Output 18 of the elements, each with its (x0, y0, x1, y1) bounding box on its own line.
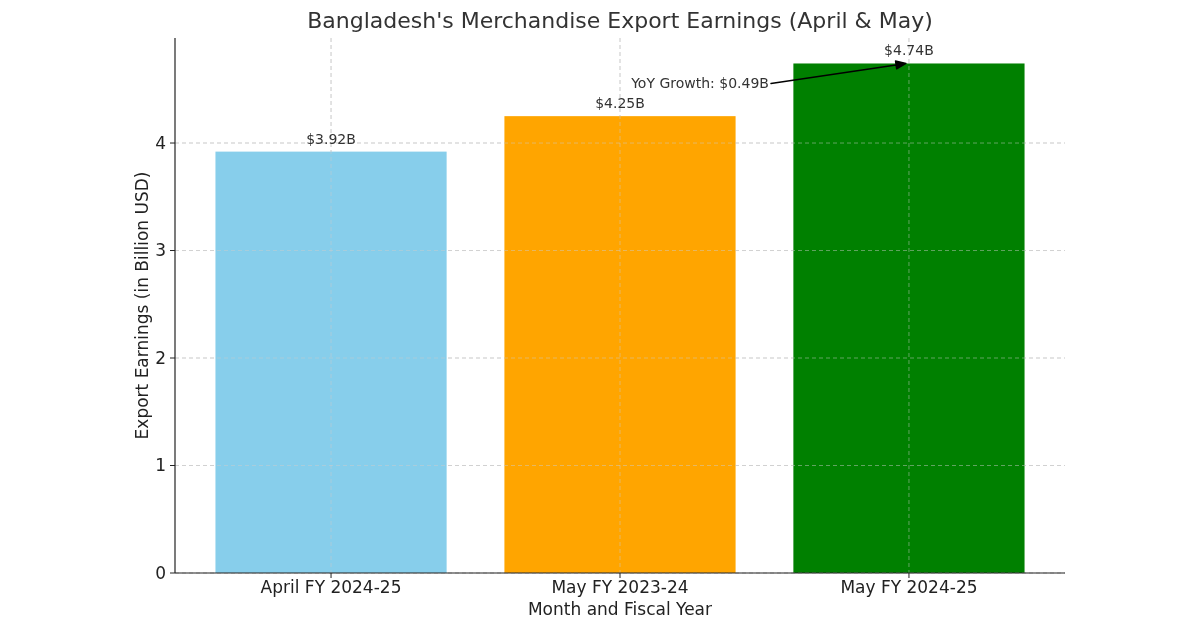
data-label: $4.74B (884, 42, 934, 59)
y-tick-label: 3 (155, 240, 166, 261)
y-axis-title: Export Earnings (in Billion USD) (132, 171, 152, 440)
chart-title: Bangladesh's Merchandise Export Earnings (April & May) (307, 8, 933, 33)
y-tick-label: 0 (155, 562, 166, 583)
data-label: $3.92B (306, 130, 356, 147)
data-label: $4.25B (595, 95, 645, 112)
x-tick-label: May FY 2024-25 (840, 577, 978, 597)
y-tick-label: 1 (155, 455, 166, 476)
bar (504, 116, 736, 573)
x-tick-label: April FY 2024-25 (260, 577, 402, 597)
bar (793, 63, 1025, 573)
y-tick-label: 4 (155, 132, 166, 153)
annotation: YoY Growth: $0.49B (630, 75, 769, 92)
x-axis-title: Month and Fiscal Year (527, 599, 713, 619)
x-tick-label: May FY 2023-24 (551, 577, 689, 597)
y-tick-label: 2 (155, 347, 166, 368)
bar (215, 151, 447, 573)
